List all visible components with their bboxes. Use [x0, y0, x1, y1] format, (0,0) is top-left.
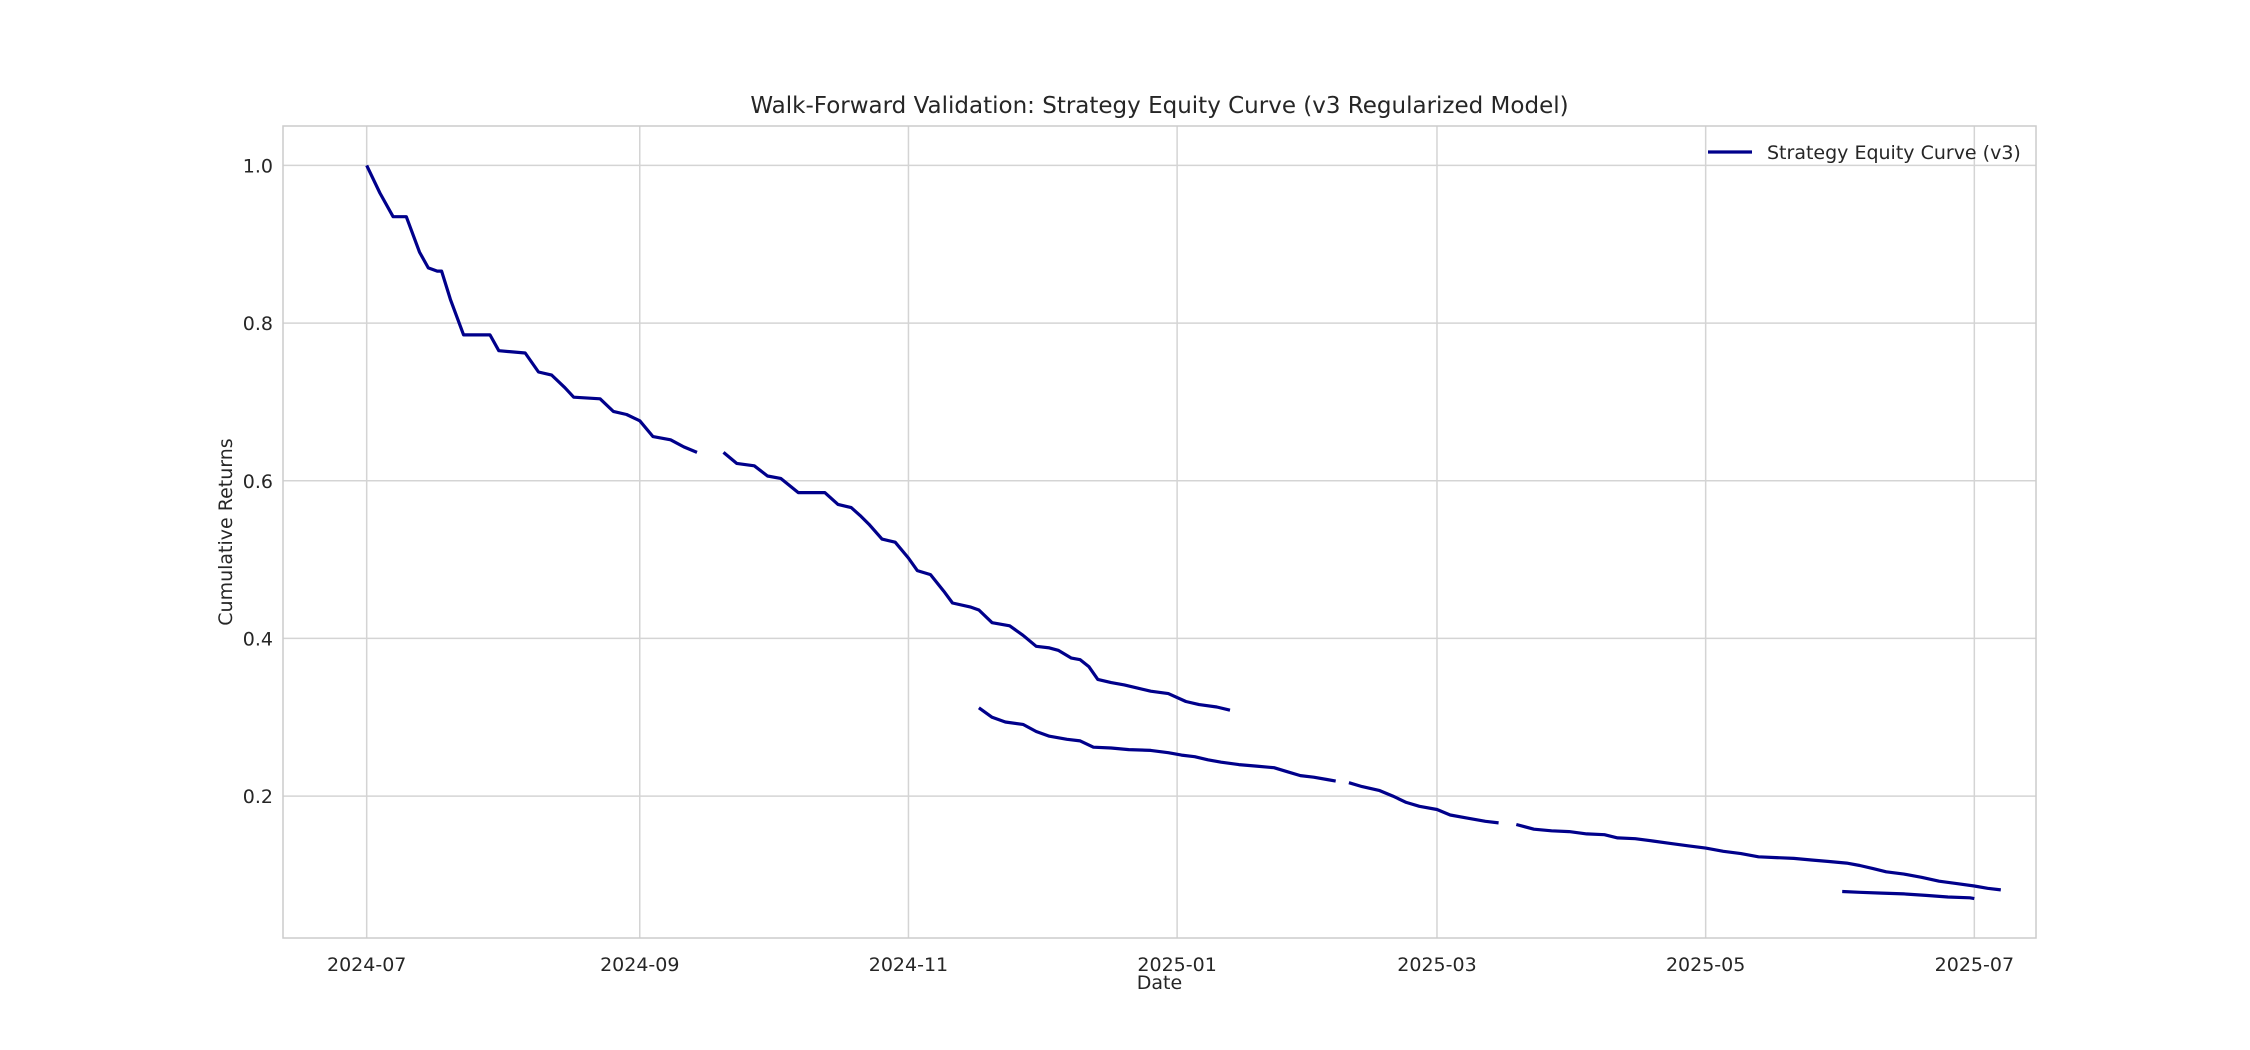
x-tick-label: 2025-01 [1137, 954, 1216, 976]
series-line-segment [977, 706, 1336, 783]
y-axis-label: Cumulative Returns [215, 438, 237, 625]
plot-area: 2024-07 2024-09 2024-11 2025-01 2025-03 2025-… [243, 125, 2037, 976]
legend: Strategy Equity Curve (v3) [1708, 142, 2021, 164]
series-line-segment [1515, 822, 2001, 892]
series-line-segment [722, 451, 1231, 712]
x-tick-label: 2024-09 [600, 954, 679, 976]
y-tick-label: 0.6 [243, 471, 273, 493]
y-tick-label: 1.0 [243, 155, 273, 177]
x-axis-label: Date [1137, 972, 1182, 994]
series-line-segment [1348, 781, 1499, 825]
y-tick-label: 0.2 [243, 786, 273, 808]
legend-label: Strategy Equity Curve (v3) [1767, 142, 2021, 164]
x-tick-label: 2024-11 [869, 954, 948, 976]
chart-title: Walk-Forward Validation: Strategy Equity… [750, 93, 1568, 119]
x-tick-label: 2024-07 [327, 954, 406, 976]
x-tick-label: 2025-07 [1935, 954, 2014, 976]
x-tick-label: 2025-05 [1666, 954, 1745, 976]
x-tick-label: 2025-03 [1397, 954, 1476, 976]
series-line-segment [365, 164, 698, 454]
plot-frame [282, 125, 2037, 939]
y-tick-label: 0.8 [243, 313, 273, 335]
y-tick-label: 0.4 [243, 628, 273, 650]
series-line-segment [1842, 889, 1975, 901]
